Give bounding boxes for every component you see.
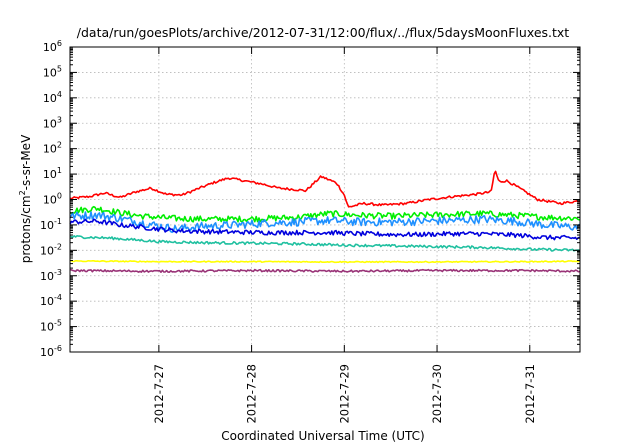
x-tick-label: 2012-7-27 bbox=[152, 364, 166, 424]
y-axis-label-base: protons/cm bbox=[19, 195, 33, 263]
series-line-1 bbox=[69, 170, 580, 208]
y-tick-base: 10 bbox=[40, 244, 54, 257]
grid-lines bbox=[70, 47, 580, 352]
x-axis-label: Coordinated Universal Time (UTC) bbox=[221, 429, 424, 443]
y-tick-label: 100 bbox=[43, 192, 62, 207]
y-tick-base: 10 bbox=[40, 219, 54, 232]
series-line-7 bbox=[69, 268, 580, 274]
x-tick-label: 2012-7-29 bbox=[337, 364, 351, 424]
x-tick-label: 2012-7-28 bbox=[245, 364, 259, 424]
y-tick-base: 10 bbox=[43, 194, 57, 207]
y-axis-label-rest: -s-sr-MeV bbox=[19, 134, 33, 190]
y-tick-exponent: -2 bbox=[54, 242, 62, 251]
y-tick-label: 10-5 bbox=[40, 319, 62, 334]
series-line-6 bbox=[69, 259, 580, 264]
y-tick-base: 10 bbox=[43, 66, 57, 79]
series-line-4 bbox=[69, 218, 580, 241]
y-tick-exponent: 3 bbox=[57, 115, 62, 124]
y-tick-label: 101 bbox=[43, 166, 62, 181]
y-axis-label: protons/cm2-s-sr-MeV bbox=[18, 134, 33, 263]
y-tick-base: 10 bbox=[43, 117, 57, 130]
y-tick-base: 10 bbox=[40, 295, 54, 308]
y-tick-exponent: 5 bbox=[57, 64, 62, 73]
data-series bbox=[69, 170, 581, 274]
y-tick-label: 102 bbox=[43, 141, 62, 156]
y-tick-exponent: -3 bbox=[54, 268, 62, 277]
x-tick-label: 2012-7-31 bbox=[523, 364, 537, 424]
chart-title: /data/run/goesPlots/archive/2012-07-31/1… bbox=[77, 25, 570, 40]
x-tick-labels: 2012-7-27 2012-7-28 2012-7-29 2012-7-30 2012… bbox=[152, 364, 537, 424]
y-tick-base: 10 bbox=[40, 321, 54, 334]
y-tick-exponent: -6 bbox=[54, 344, 62, 353]
y-tick-label: 105 bbox=[43, 64, 62, 79]
y-tick-label: 10-6 bbox=[40, 344, 62, 359]
y-tick-exponent: 2 bbox=[57, 141, 62, 150]
y-tick-label: 10-3 bbox=[40, 268, 62, 283]
y-tick-label: 10-1 bbox=[40, 217, 62, 232]
y-tick-exponent: -4 bbox=[54, 293, 62, 302]
axis-ticks bbox=[70, 46, 580, 353]
y-tick-base: 10 bbox=[40, 346, 54, 359]
y-tick-label: 10-4 bbox=[40, 293, 62, 308]
y-tick-label: 10-2 bbox=[40, 242, 62, 257]
y-tick-label: 106 bbox=[43, 39, 62, 54]
y-tick-exponent: -1 bbox=[54, 217, 62, 226]
series-line-5 bbox=[69, 235, 580, 252]
y-tick-base: 10 bbox=[43, 92, 57, 105]
x-tick-label: 2012-7-30 bbox=[430, 364, 444, 424]
y-tick-base: 10 bbox=[43, 168, 57, 181]
y-tick-exponent: 1 bbox=[57, 166, 62, 175]
y-tick-exponent: 6 bbox=[57, 39, 62, 48]
series-line-3 bbox=[69, 211, 581, 234]
series-line-2 bbox=[69, 205, 580, 223]
y-tick-exponent: 0 bbox=[57, 192, 62, 201]
y-tick-base: 10 bbox=[40, 270, 54, 283]
y-tick-base: 10 bbox=[43, 143, 57, 156]
y-tick-label: 104 bbox=[43, 90, 62, 105]
y-axis-label-sup: 2 bbox=[18, 190, 27, 195]
y-tick-labels: 10-610-510-410-310-210-11001011021031041… bbox=[40, 39, 62, 359]
y-tick-exponent: -5 bbox=[54, 319, 62, 328]
y-tick-label: 103 bbox=[43, 115, 62, 130]
y-tick-exponent: 4 bbox=[57, 90, 62, 99]
y-tick-base: 10 bbox=[43, 41, 57, 54]
